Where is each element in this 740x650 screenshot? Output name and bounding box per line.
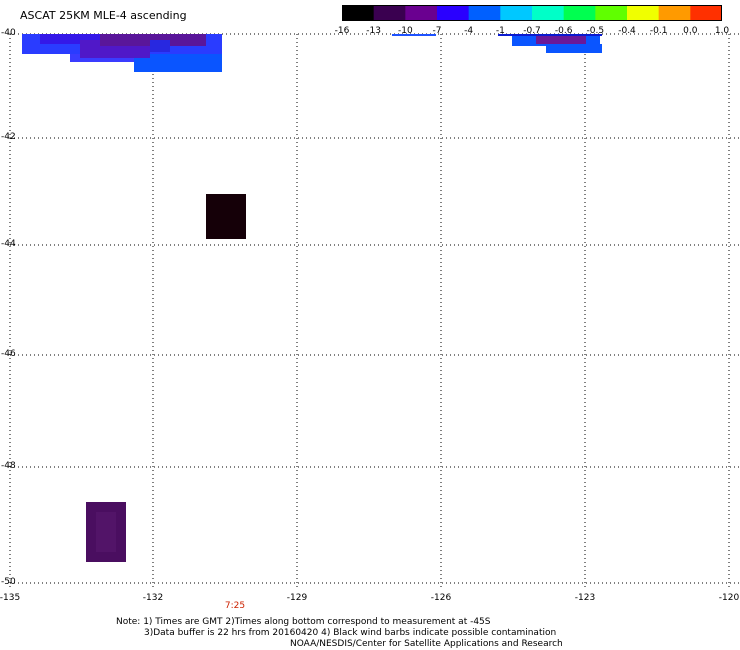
map-plot-area [9, 33, 740, 590]
longitude-label: -120 [718, 593, 740, 603]
colorbar-label: -13 [366, 26, 382, 36]
latitude-label: -40 [1, 28, 16, 38]
longitude-label: -135 [0, 593, 21, 603]
latitude-label: -48 [1, 461, 16, 471]
colorbar-label: -0.6 [554, 26, 573, 36]
colorbar-segment [658, 5, 691, 21]
longitude-label: -129 [286, 593, 308, 603]
note-line-3: NOAA/NESDIS/Center for Satellite Applica… [290, 639, 563, 649]
colorbar-label: 1.0 [714, 26, 730, 36]
data-cell [546, 44, 602, 53]
colorbar [342, 5, 722, 21]
grid-lines [9, 33, 740, 590]
colorbar-segment [690, 5, 722, 21]
colorbar-segment [595, 5, 628, 21]
colorbar-label: -0.7 [523, 26, 541, 36]
map-title: ASCAT 25KM MLE-4 ascending [20, 9, 187, 22]
latitude-label: -44 [1, 239, 16, 249]
data-swath [22, 34, 602, 562]
colorbar-segment [437, 5, 470, 21]
colorbar-label: -7 [432, 26, 442, 36]
colorbar-segment [627, 5, 660, 21]
latitude-label: -50 [1, 577, 16, 587]
colorbar-label: -0.4 [618, 26, 636, 36]
colorbar-segment [373, 5, 406, 21]
colorbar-label: -1 [495, 26, 505, 36]
data-cell [392, 34, 436, 36]
colorbar-segment [342, 5, 375, 21]
colorbar-label: -4 [464, 26, 474, 36]
longitude-label: -126 [430, 593, 452, 603]
note-line-2: 3)Data buffer is 22 hrs from 20160420 4)… [144, 628, 557, 638]
colorbar-segment [500, 5, 533, 21]
data-cell [536, 36, 586, 44]
data-cell [96, 512, 116, 552]
data-cell [498, 34, 602, 36]
time-label: 7:25 [224, 601, 246, 611]
colorbar-label: -10 [397, 26, 413, 36]
colorbar-segment [532, 5, 565, 21]
data-cell [134, 54, 222, 72]
colorbar-segment [468, 5, 501, 21]
colorbar-label: 0.0 [683, 26, 698, 36]
latitude-label: -46 [1, 349, 16, 359]
note-line-1: Note: 1) Times are GMT 2)Times along bot… [116, 617, 491, 627]
colorbar-label: -16 [334, 26, 350, 36]
colorbar-segment [405, 5, 438, 21]
colorbar-label: -0.1 [649, 26, 668, 36]
longitude-label: -132 [142, 593, 164, 603]
colorbar-border [342, 5, 722, 21]
latitude-label: -42 [1, 132, 16, 142]
colorbar-segment [563, 5, 596, 21]
longitude-label: -123 [574, 593, 596, 603]
colorbar-label: -0.5 [586, 26, 605, 36]
data-cell [206, 194, 246, 239]
data-cell [150, 40, 170, 52]
